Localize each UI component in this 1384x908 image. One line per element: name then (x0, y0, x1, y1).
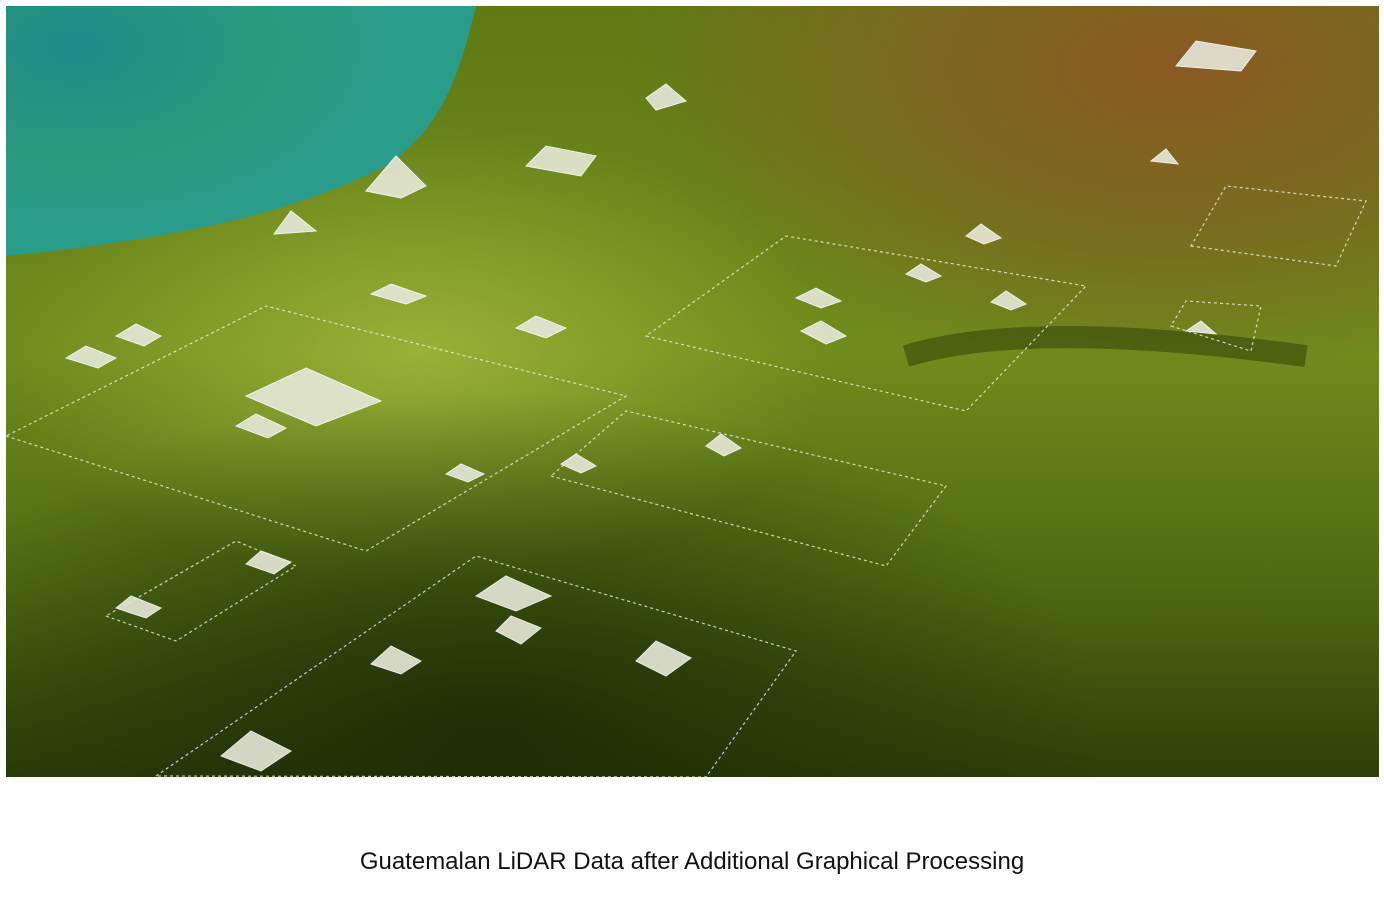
structure (114, 323, 163, 347)
lidar-image (6, 6, 1379, 777)
structure (369, 283, 428, 305)
site-outlines (6, 185, 1367, 777)
structure (965, 223, 1003, 245)
site-outline (1190, 185, 1367, 267)
structure (514, 315, 568, 339)
structure (989, 290, 1028, 311)
structure (370, 645, 423, 675)
image-caption: Guatemalan LiDAR Data after Additional G… (359, 848, 1025, 875)
structure (1184, 320, 1218, 335)
site-outline (104, 540, 298, 642)
site-outline (6, 305, 628, 552)
structure (524, 145, 597, 177)
structure (474, 575, 553, 612)
structure (495, 615, 542, 645)
structure (559, 453, 598, 474)
site-outline (549, 410, 948, 567)
structure (64, 345, 118, 369)
structure (645, 83, 688, 111)
site-outline (1170, 300, 1262, 352)
pyramid (272, 210, 318, 235)
structure (444, 463, 486, 483)
structure (799, 320, 848, 345)
structure (114, 595, 163, 619)
pyramid (244, 367, 383, 427)
structure (220, 730, 292, 772)
pyramid (365, 155, 427, 199)
structure (1149, 148, 1180, 165)
terrain-shadow (6, 6, 1379, 777)
structure (245, 550, 293, 575)
ridge-shadow (902, 326, 1308, 367)
structure (1175, 40, 1257, 72)
structure (705, 433, 742, 457)
site-outline (154, 555, 797, 777)
structure (794, 287, 843, 309)
structure (904, 263, 943, 283)
structures (64, 40, 1257, 772)
structure (234, 413, 288, 439)
structure (635, 640, 692, 677)
